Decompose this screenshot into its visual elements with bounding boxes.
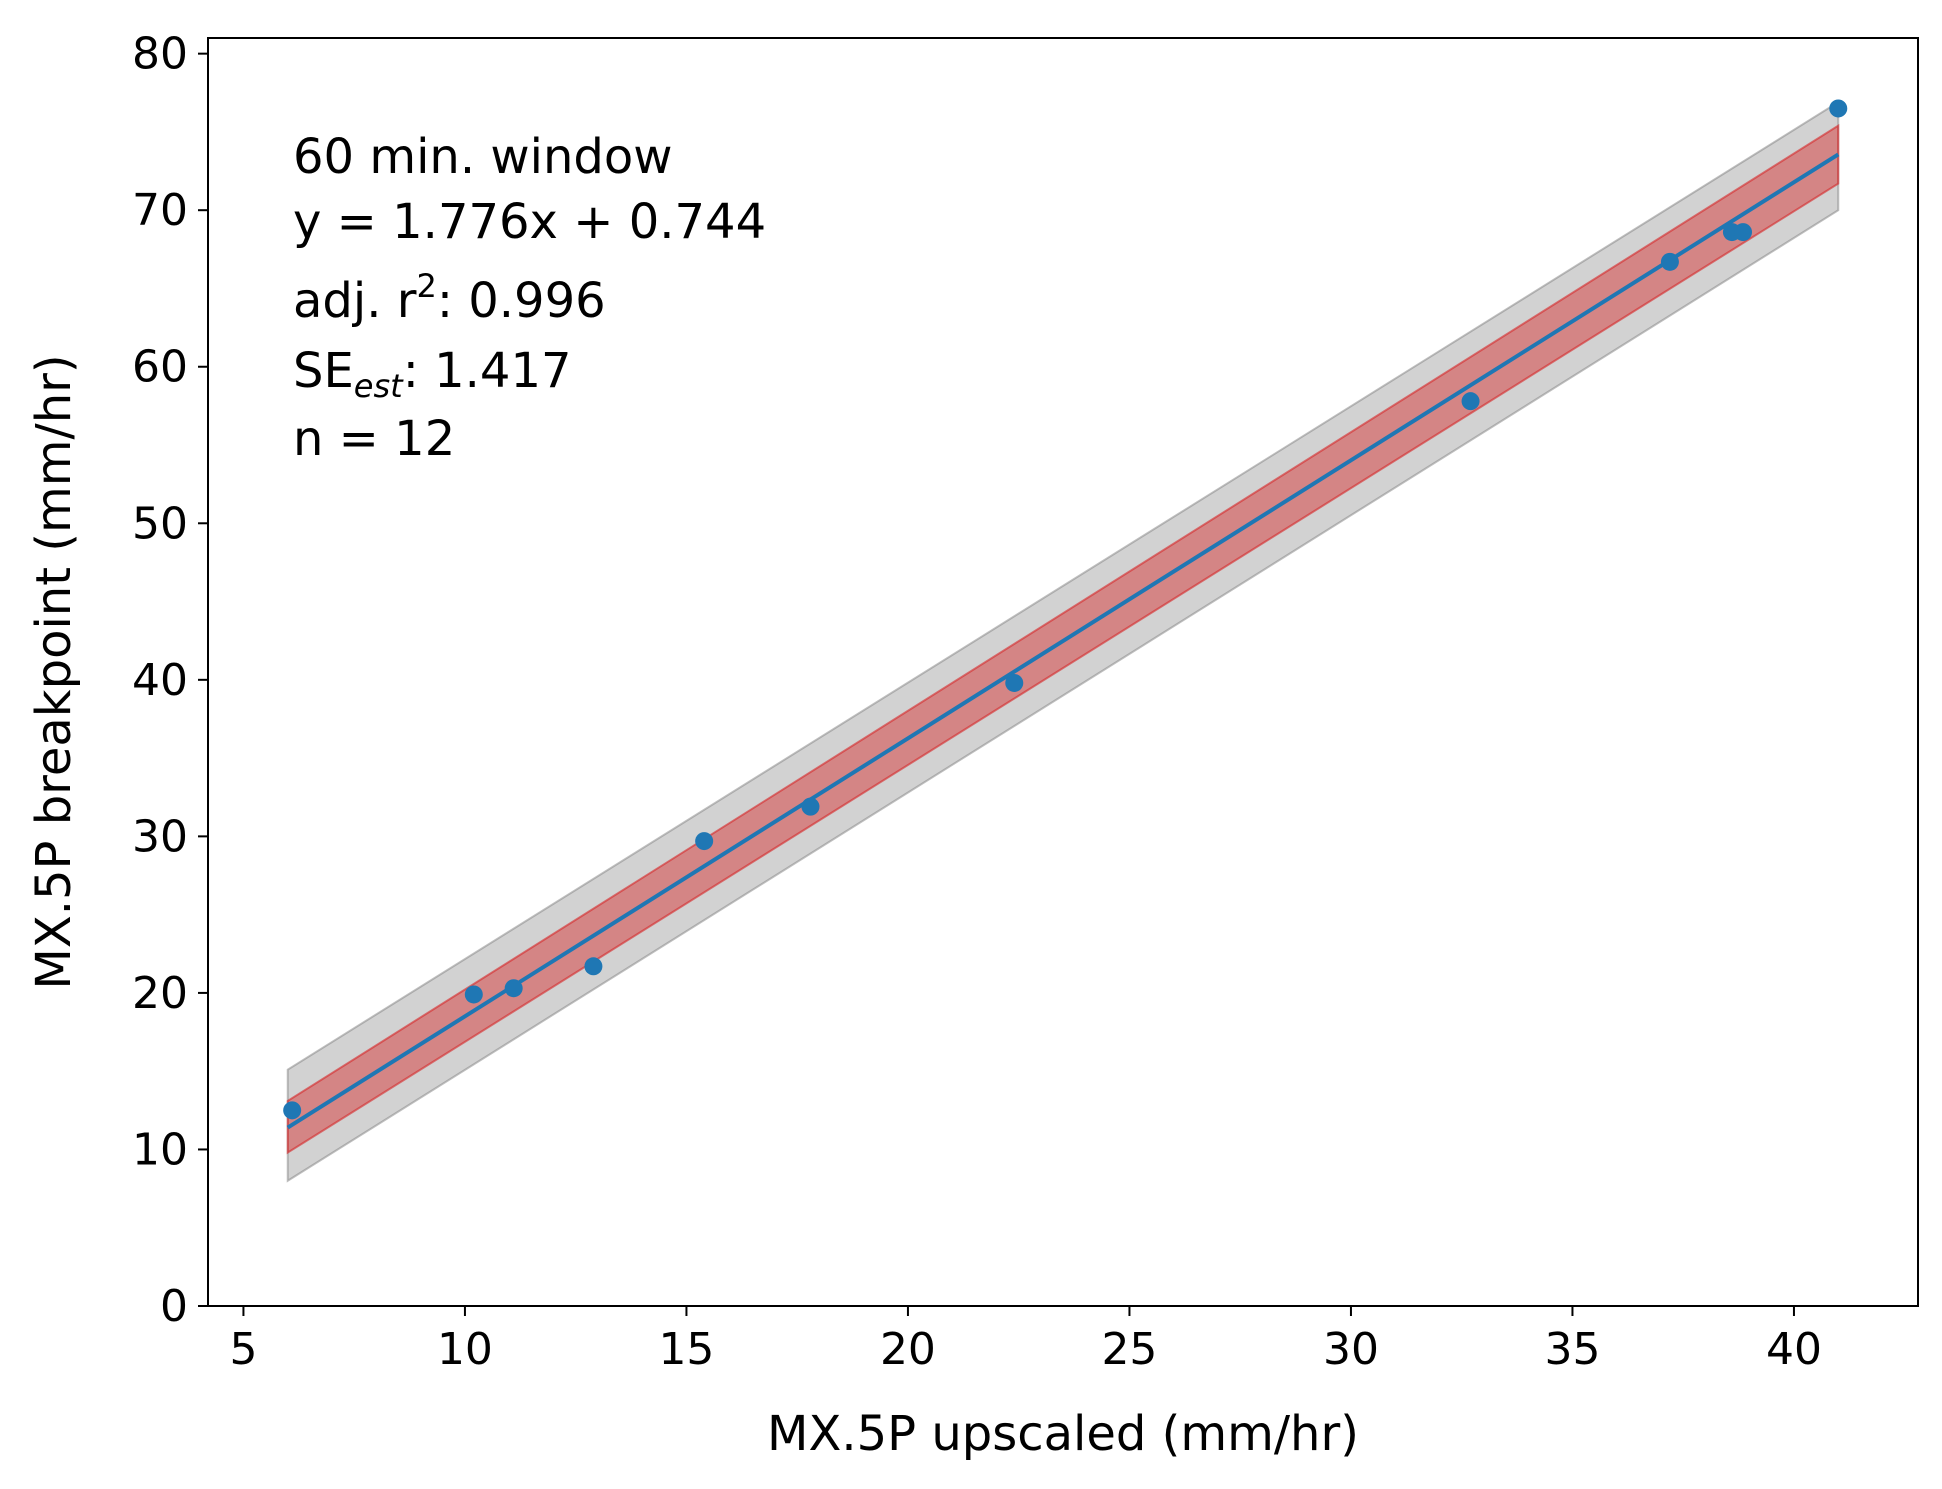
data-point bbox=[1461, 392, 1480, 411]
r2-value: : 0.996 bbox=[437, 273, 606, 329]
plot-area bbox=[283, 99, 1848, 1183]
annotation-window: 60 min. window bbox=[293, 129, 672, 185]
x-axis: 5 10 15 20 25 30 35 40 bbox=[229, 1306, 1822, 1375]
y-tick-label: 0 bbox=[160, 1281, 188, 1332]
x-tick-label: 5 bbox=[229, 1324, 257, 1375]
data-point bbox=[504, 979, 523, 998]
data-point bbox=[283, 1101, 302, 1120]
fit-line bbox=[286, 152, 1840, 1130]
r2-superscript: 2 bbox=[416, 267, 436, 305]
x-tick-label: 35 bbox=[1544, 1324, 1600, 1375]
x-tick-label: 10 bbox=[437, 1324, 493, 1375]
data-point bbox=[584, 957, 603, 976]
annotation-r2: adj. r2: 0.996 bbox=[293, 267, 606, 329]
y-tick-label: 70 bbox=[132, 185, 188, 236]
x-axis-label: MX.5P upscaled (mm/hr) bbox=[767, 1406, 1359, 1462]
data-point bbox=[1829, 99, 1848, 118]
y-tick-label: 20 bbox=[132, 968, 188, 1019]
se-subscript: est bbox=[354, 367, 404, 405]
x-tick-label: 15 bbox=[658, 1324, 714, 1375]
data-point bbox=[695, 832, 714, 851]
r2-prefix: adj. r bbox=[293, 273, 417, 329]
annotation-se: SEest: 1.417 bbox=[293, 343, 572, 405]
stats-annotation: 60 min. window y = 1.776x + 0.744 adj. r… bbox=[293, 129, 766, 467]
y-tick-label: 30 bbox=[132, 811, 188, 862]
x-tick-label: 40 bbox=[1766, 1324, 1822, 1375]
se-prefix: SE bbox=[293, 343, 354, 399]
annotation-equation: y = 1.776x + 0.744 bbox=[293, 194, 766, 250]
y-tick-label: 80 bbox=[132, 29, 188, 80]
axes-frame bbox=[207, 37, 1919, 1307]
se-value: : 1.417 bbox=[403, 343, 572, 399]
data-point bbox=[1660, 252, 1679, 271]
data-point bbox=[1734, 223, 1753, 242]
y-axis-label: MX.5P breakpoint (mm/hr) bbox=[26, 354, 82, 989]
x-tick-label: 25 bbox=[1101, 1324, 1157, 1375]
x-tick-label: 20 bbox=[880, 1324, 936, 1375]
annotation-n: n = 12 bbox=[293, 411, 455, 467]
y-axis: 0 10 20 30 40 50 60 70 80 bbox=[132, 29, 208, 1332]
y-tick-label: 50 bbox=[132, 498, 188, 549]
y-tick-label: 60 bbox=[132, 342, 188, 393]
x-tick-label: 30 bbox=[1323, 1324, 1379, 1375]
y-tick-label: 10 bbox=[132, 1124, 188, 1175]
y-tick-label: 40 bbox=[132, 655, 188, 706]
data-point bbox=[464, 985, 483, 1004]
data-point bbox=[1005, 673, 1024, 692]
data-point bbox=[801, 797, 820, 816]
